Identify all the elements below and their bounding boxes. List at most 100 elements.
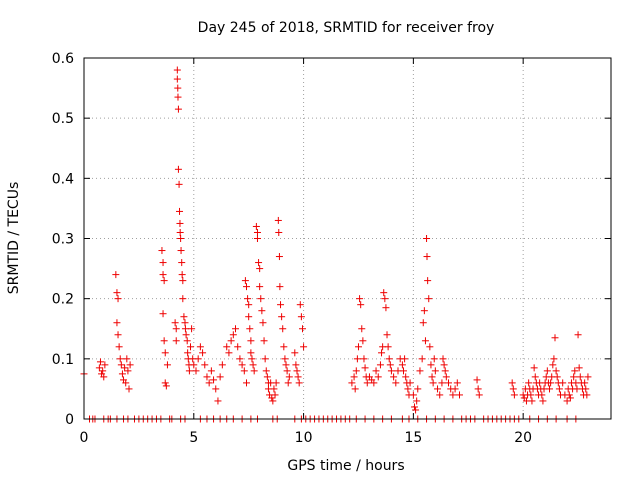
data-point xyxy=(159,271,167,279)
data-point xyxy=(178,271,186,279)
data-point xyxy=(285,373,293,381)
data-point xyxy=(547,379,555,387)
data-point xyxy=(184,349,192,357)
data-point xyxy=(241,277,249,285)
y-axis-label: SRMTID / TECUs xyxy=(6,182,22,295)
data-point xyxy=(295,379,303,387)
data-point xyxy=(174,93,182,101)
data-point xyxy=(96,358,104,366)
data-point xyxy=(245,301,253,309)
data-point xyxy=(423,253,431,261)
data-point xyxy=(348,379,356,387)
data-point xyxy=(124,367,132,375)
data-point xyxy=(99,367,107,375)
data-point xyxy=(376,361,384,369)
data-point xyxy=(297,313,305,321)
data-point xyxy=(181,319,189,327)
data-point xyxy=(116,355,124,363)
data-point xyxy=(298,325,306,333)
data-point xyxy=(276,283,284,291)
data-point xyxy=(186,343,194,351)
data-point xyxy=(439,355,447,363)
data-point xyxy=(163,361,171,369)
data-point xyxy=(402,373,410,381)
y-tick-label: 0.2 xyxy=(52,292,74,308)
x-axis-label: GPS time / hours xyxy=(287,458,404,474)
data-point xyxy=(172,325,180,333)
data-point xyxy=(387,367,395,375)
data-point xyxy=(280,343,288,351)
data-point xyxy=(247,349,255,357)
data-point xyxy=(171,319,179,327)
data-point xyxy=(252,222,260,230)
data-point xyxy=(246,325,254,333)
data-point xyxy=(269,397,277,405)
data-point xyxy=(431,367,439,375)
data-point xyxy=(296,301,304,309)
data-point xyxy=(256,283,264,291)
data-point xyxy=(392,379,400,387)
data-point xyxy=(162,382,170,390)
data-point xyxy=(268,394,276,402)
data-point xyxy=(245,313,253,321)
data-point xyxy=(559,379,567,387)
data-point xyxy=(416,367,424,375)
data-point xyxy=(424,277,432,285)
data-point xyxy=(244,295,252,303)
data-point xyxy=(218,361,226,369)
data-point xyxy=(279,325,287,333)
data-point xyxy=(361,364,369,372)
data-point xyxy=(445,379,453,387)
data-point xyxy=(190,361,198,369)
data-point xyxy=(278,313,286,321)
data-point xyxy=(531,373,539,381)
data-point xyxy=(118,370,126,378)
data-point xyxy=(238,361,246,369)
data-point xyxy=(158,247,166,255)
data-point xyxy=(121,364,129,372)
chart-title: Day 245 of 2018, SRMTID for receiver fro… xyxy=(198,20,495,36)
data-point xyxy=(419,319,427,327)
data-point xyxy=(449,391,457,399)
data-point xyxy=(357,301,365,309)
data-point xyxy=(112,271,120,279)
data-points xyxy=(80,66,592,423)
data-point xyxy=(281,355,289,363)
data-point xyxy=(438,379,446,387)
data-point xyxy=(350,373,358,381)
data-point xyxy=(274,216,282,224)
data-point xyxy=(363,379,371,387)
x-tick-label: 10 xyxy=(295,430,313,446)
data-point xyxy=(570,373,578,381)
data-point xyxy=(263,373,271,381)
data-point xyxy=(284,379,292,387)
data-point xyxy=(126,361,134,369)
data-point xyxy=(275,253,283,261)
data-point xyxy=(356,295,364,303)
data-point xyxy=(201,361,209,369)
data-point xyxy=(353,355,361,363)
data-point xyxy=(188,325,196,333)
data-point xyxy=(354,343,362,351)
data-point xyxy=(114,295,122,303)
data-point xyxy=(425,295,433,303)
data-point xyxy=(236,355,244,363)
data-point xyxy=(232,325,240,333)
data-point xyxy=(253,235,261,242)
data-point xyxy=(565,391,573,399)
data-point xyxy=(421,337,429,345)
data-point xyxy=(426,343,434,351)
data-point xyxy=(575,364,583,372)
data-point xyxy=(114,331,122,339)
data-point xyxy=(528,397,536,405)
data-point xyxy=(292,361,300,369)
data-point xyxy=(181,325,189,333)
data-point xyxy=(270,385,278,393)
data-point xyxy=(255,259,263,267)
data-point xyxy=(113,289,121,297)
data-point xyxy=(414,385,422,393)
data-point xyxy=(214,397,222,405)
x-tick-labels: 0 5 10 15 20 xyxy=(80,430,533,446)
